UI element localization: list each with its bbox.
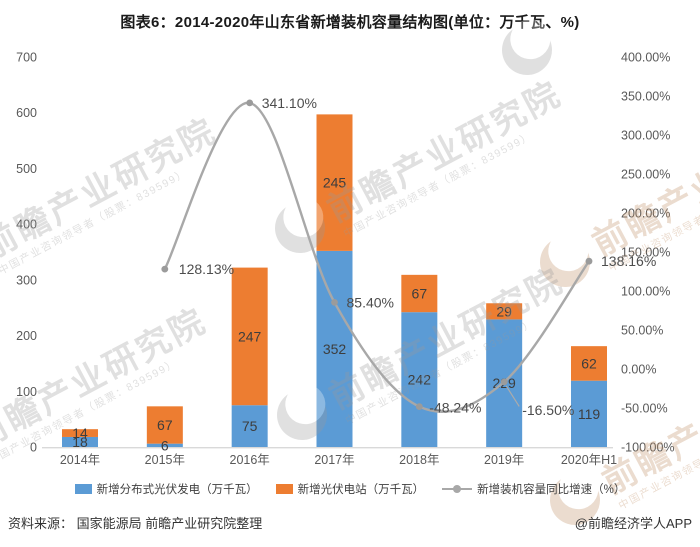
bar-value-label-station: 29: [496, 303, 512, 319]
bar-value-label-station: 14: [72, 425, 88, 441]
bar-value-label-distributed: 18: [72, 434, 88, 450]
line-point-marker: [161, 265, 169, 273]
growth-rate-line: [163, 101, 590, 413]
line-point-annotation: 341.10%: [262, 95, 317, 111]
line-point-annotation: -48.24%: [429, 400, 481, 416]
x-axis-category-label: 2020年H1: [561, 453, 617, 467]
right-axis-tick-label: 100.00%: [621, 285, 670, 299]
bar-segment-distributed-pv: [570, 380, 607, 447]
legend-item: 新增光伏电站（万千瓦）: [275, 481, 425, 497]
x-axis-category-label: 2019年: [484, 453, 524, 467]
watermark-logo-cut: [510, 19, 551, 60]
right-axis-tick-label: 350.00%: [621, 90, 670, 104]
bar-value-label-distributed: 75: [242, 418, 258, 434]
bar-value-label-distributed: 6: [161, 437, 169, 453]
line-point-marker: [331, 299, 338, 306]
left-axis-tick-label: 0: [30, 441, 37, 455]
line-point-annotation: 128.13%: [179, 261, 234, 277]
bar-value-label-station: 67: [412, 286, 428, 302]
legend-item: 新增分布式光伏发电（万千瓦）: [74, 481, 258, 497]
annotation-leader-line: [505, 385, 520, 407]
legend-label: 新增分布式光伏发电（万千瓦）: [96, 484, 258, 496]
bar-segment-pv-station: [146, 406, 183, 444]
legend-item: 新增装机容量同比增速（%）: [442, 481, 625, 497]
right-axis-tick-label: 50.00%: [621, 324, 663, 338]
left-axis-tick-label: 400: [16, 218, 37, 232]
left-axis-tick-label: 100: [16, 385, 37, 399]
watermark-logo-cut: [548, 231, 589, 272]
watermark: [502, 19, 552, 75]
legend-line-marker-icon: [442, 485, 473, 493]
bar-segment-pv-station: [401, 274, 438, 313]
bar-value-label-station: 62: [581, 355, 597, 371]
left-axis-tick-label: 500: [16, 162, 37, 176]
bar-segment-pv-station: [570, 346, 607, 381]
left-axis-tick-label: 300: [16, 273, 37, 287]
legend-swatch-icon: [275, 484, 293, 494]
watermark-logo-cut: [558, 469, 599, 510]
bar-segment-distributed-pv: [62, 436, 98, 447]
chart-title: 图表6：2014-2020年山东省新增装机容量结构图(单位：万千瓦、%): [120, 14, 580, 31]
legend-label: 新增光伏电站（万千瓦）: [297, 484, 425, 496]
footer: 资料来源： 国家能源局 前瞻产业研究院整理 @前瞻经济学人APP: [8, 513, 692, 532]
watermark-logo-icon: [550, 475, 600, 525]
watermark-logo-icon: [277, 390, 327, 440]
right-axis-tick-label: 400.00%: [621, 51, 670, 65]
watermark-big-text: 前瞻产业研究院: [0, 111, 223, 267]
credit-note: @前瞻经济学人APP: [574, 516, 692, 531]
right-axis-tick-label: -100.00%: [621, 441, 675, 455]
bar-segment-pv-station: [62, 429, 98, 437]
right-axis-tick-label: 150.00%: [621, 246, 670, 260]
legend-label: 新增装机容量同比增速（%）: [477, 484, 626, 496]
legend-swatch-icon: [74, 484, 92, 494]
line-point-marker: [500, 378, 508, 386]
bar-segment-distributed-pv: [401, 312, 438, 447]
bar-segment-distributed-pv: [231, 405, 268, 447]
x-axis-category-label: 2014年: [60, 453, 100, 467]
watermark-logo-icon: [275, 203, 325, 253]
line-point-marker: [246, 99, 254, 107]
left-axis-tick-label: 200: [16, 329, 37, 343]
right-axis-tick-label: 0.00%: [621, 363, 656, 377]
bar-value-label-station: 245: [323, 175, 347, 191]
source-note: 资料来源： 国家能源局 前瞻产业研究院整理: [8, 516, 263, 531]
x-axis-category-label: 2017年: [314, 453, 354, 467]
bar-value-label-station: 67: [157, 417, 173, 433]
x-axis-category-label: 2015年: [145, 453, 185, 467]
bar-segment-pv-station: [486, 303, 523, 320]
left-axis-tick-label: 700: [16, 51, 37, 65]
right-axis-tick-label: 250.00%: [621, 168, 670, 182]
line-point-annotation: -16.50%: [522, 402, 574, 418]
bar-segment-distributed-pv: [146, 443, 183, 447]
right-axis-tick-label: 200.00%: [621, 207, 670, 221]
line-point-annotation: 138.16%: [601, 253, 656, 269]
left-axis-tick-label: 600: [16, 106, 37, 120]
bar-value-label-station: 247: [238, 328, 262, 344]
bar-value-label-distributed: 119: [578, 406, 601, 422]
bar-value-label-distributed: 352: [323, 341, 347, 357]
bar-segment-pv-station: [316, 114, 353, 251]
legend: 新增分布式光伏发电（万千瓦） 新增光伏电站（万千瓦） 新增装机容量同比增速（%）: [0, 481, 700, 497]
watermark-logo-icon: [502, 24, 552, 75]
watermark-big-text: 前瞻产业研究院: [321, 74, 568, 230]
line-point-annotation: 85.40%: [347, 294, 394, 310]
bar-value-label-distributed: 242: [408, 372, 432, 388]
right-axis-tick-label: -50.00%: [621, 402, 668, 416]
watermark-logo-icon: [540, 237, 590, 287]
bar-segment-pv-station: [231, 267, 268, 406]
line-point-marker: [415, 403, 423, 410]
bar-segment-distributed-pv: [316, 250, 353, 447]
x-axis-category-label: 2016年: [230, 453, 270, 467]
right-axis-tick-label: 300.00%: [621, 129, 670, 143]
line-point-marker: [585, 257, 593, 265]
watermark-logo-cut: [285, 384, 326, 425]
x-axis-category-label: 2018年: [399, 453, 439, 467]
watermark-big-text: 前瞻产业研究院: [323, 261, 570, 417]
